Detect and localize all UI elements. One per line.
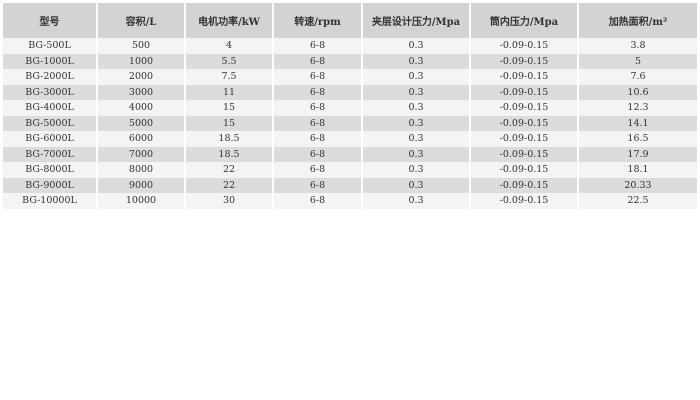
table-cell: 22 [184, 162, 273, 178]
table-cell: BG-500L [3, 38, 97, 54]
table-cell: 22 [184, 177, 273, 193]
table-cell: -0.09-0.15 [469, 100, 578, 116]
table-cell: 0.3 [361, 100, 470, 116]
table-cell: BG-5000L [3, 115, 97, 131]
table-cell: 6-8 [272, 100, 362, 116]
table-row: BG-2000L 2000 7.5 6-8 0.3 -0.09-0.15 7.6 [3, 69, 697, 85]
table-cell: 14.1 [577, 115, 697, 131]
table-cell: 0.3 [361, 146, 470, 162]
table-cell: 4 [184, 38, 273, 54]
table-header-row: 型号 容积/L 电机功率/kW 转速/rpm 夹层设计压力/Mpa 筒内压力/Mpa 加热面… [3, 3, 697, 38]
table-cell: 0.3 [361, 53, 470, 69]
column-header: 加热面积/m² [577, 3, 697, 38]
table-cell: 10.6 [577, 84, 697, 100]
spec-table-container: 型号 容积/L 电机功率/kW 转速/rpm 夹层设计压力/Mpa 筒内压力/Mpa 加热面… [3, 3, 697, 209]
table-cell: -0.09-0.15 [469, 193, 578, 209]
table-cell: 30 [184, 193, 273, 209]
column-header: 型号 [3, 3, 97, 38]
table-row: BG-9000L 9000 22 6-8 0.3 -0.09-0.15 20.33 [3, 177, 697, 193]
table-cell: 7000 [96, 146, 185, 162]
table-row: BG-1000L 1000 5.5 6-8 0.3 -0.09-0.15 5 [3, 53, 697, 69]
table-cell: 2000 [96, 69, 185, 85]
column-header: 筒内压力/Mpa [469, 3, 578, 38]
table-cell: -0.09-0.15 [469, 162, 578, 178]
table-cell: 4000 [96, 100, 185, 116]
table-cell: 15 [184, 115, 273, 131]
table-cell: 15 [184, 100, 273, 116]
table-cell: 500 [96, 38, 185, 54]
table-cell: 0.3 [361, 162, 470, 178]
table-cell: 6-8 [272, 131, 362, 147]
table-cell: 0.3 [361, 193, 470, 209]
table-cell: 16.5 [577, 131, 697, 147]
table-cell: 6-8 [272, 84, 362, 100]
table-cell: 6-8 [272, 177, 362, 193]
column-header: 转速/rpm [272, 3, 362, 38]
table-cell: BG-3000L [3, 84, 97, 100]
table-cell: 1000 [96, 53, 185, 69]
table-cell: 18.5 [184, 131, 273, 147]
column-header: 电机功率/kW [184, 3, 273, 38]
table-cell: 6-8 [272, 146, 362, 162]
table-cell: 0.3 [361, 69, 470, 85]
table-cell: 6000 [96, 131, 185, 147]
table-cell: -0.09-0.15 [469, 146, 578, 162]
table-cell: 9000 [96, 177, 185, 193]
table-row: BG-4000L 4000 15 6-8 0.3 -0.09-0.15 12.3 [3, 100, 697, 116]
table-cell: 20.33 [577, 177, 697, 193]
table-cell: 0.3 [361, 177, 470, 193]
table-cell: 0.3 [361, 115, 470, 131]
table-cell: 6-8 [272, 193, 362, 209]
table-cell: 12.3 [577, 100, 697, 116]
spec-table: 型号 容积/L 电机功率/kW 转速/rpm 夹层设计压力/Mpa 筒内压力/Mpa 加热面… [3, 3, 697, 209]
table-cell: 5000 [96, 115, 185, 131]
table-cell: -0.09-0.15 [469, 69, 578, 85]
table-cell: 18.5 [184, 146, 273, 162]
table-row: BG-6000L 6000 18.5 6-8 0.3 -0.09-0.15 16.5 [3, 131, 697, 147]
table-cell: 5.5 [184, 53, 273, 69]
table-row: BG-3000L 3000 11 6-8 0.3 -0.09-0.15 10.6 [3, 84, 697, 100]
table-cell: BG-2000L [3, 69, 97, 85]
table-cell: BG-8000L [3, 162, 97, 178]
table-cell: BG-9000L [3, 177, 97, 193]
table-cell: 6-8 [272, 53, 362, 69]
table-cell: 0.3 [361, 84, 470, 100]
table-cell: BG-7000L [3, 146, 97, 162]
table-cell: 18.1 [577, 162, 697, 178]
table-cell: BG-1000L [3, 53, 97, 69]
table-cell: 17.9 [577, 146, 697, 162]
table-cell: 0.3 [361, 131, 470, 147]
table-cell: 11 [184, 84, 273, 100]
column-header: 容积/L [96, 3, 185, 38]
table-cell: -0.09-0.15 [469, 131, 578, 147]
table-row: BG-5000L 5000 15 6-8 0.3 -0.09-0.15 14.1 [3, 115, 697, 131]
table-cell: 0.3 [361, 38, 470, 54]
table-cell: 7.6 [577, 69, 697, 85]
table-row: BG-500L 500 4 6-8 0.3 -0.09-0.15 3.8 [3, 38, 697, 54]
table-cell: -0.09-0.15 [469, 38, 578, 54]
column-header: 夹层设计压力/Mpa [361, 3, 470, 38]
table-row: BG-8000L 8000 22 6-8 0.3 -0.09-0.15 18.1 [3, 162, 697, 178]
table-cell: BG-4000L [3, 100, 97, 116]
table-cell: 10000 [96, 193, 185, 209]
table-cell: 7.5 [184, 69, 273, 85]
table-row: BG-10000L 10000 30 6-8 0.3 -0.09-0.15 22.5 [3, 193, 697, 209]
table-cell: 3000 [96, 84, 185, 100]
table-cell: -0.09-0.15 [469, 53, 578, 69]
table-cell: -0.09-0.15 [469, 84, 578, 100]
table-cell: 6-8 [272, 38, 362, 54]
table-cell: -0.09-0.15 [469, 115, 578, 131]
table-row: BG-7000L 7000 18.5 6-8 0.3 -0.09-0.15 17.9 [3, 146, 697, 162]
table-cell: 8000 [96, 162, 185, 178]
table-cell: 6-8 [272, 162, 362, 178]
table-cell: 6-8 [272, 115, 362, 131]
table-cell: BG-10000L [3, 193, 97, 209]
table-cell: -0.09-0.15 [469, 177, 578, 193]
table-cell: 5 [577, 53, 697, 69]
table-cell: 6-8 [272, 69, 362, 85]
table-cell: 22.5 [577, 193, 697, 209]
table-cell: 3.8 [577, 38, 697, 54]
table-cell: BG-6000L [3, 131, 97, 147]
